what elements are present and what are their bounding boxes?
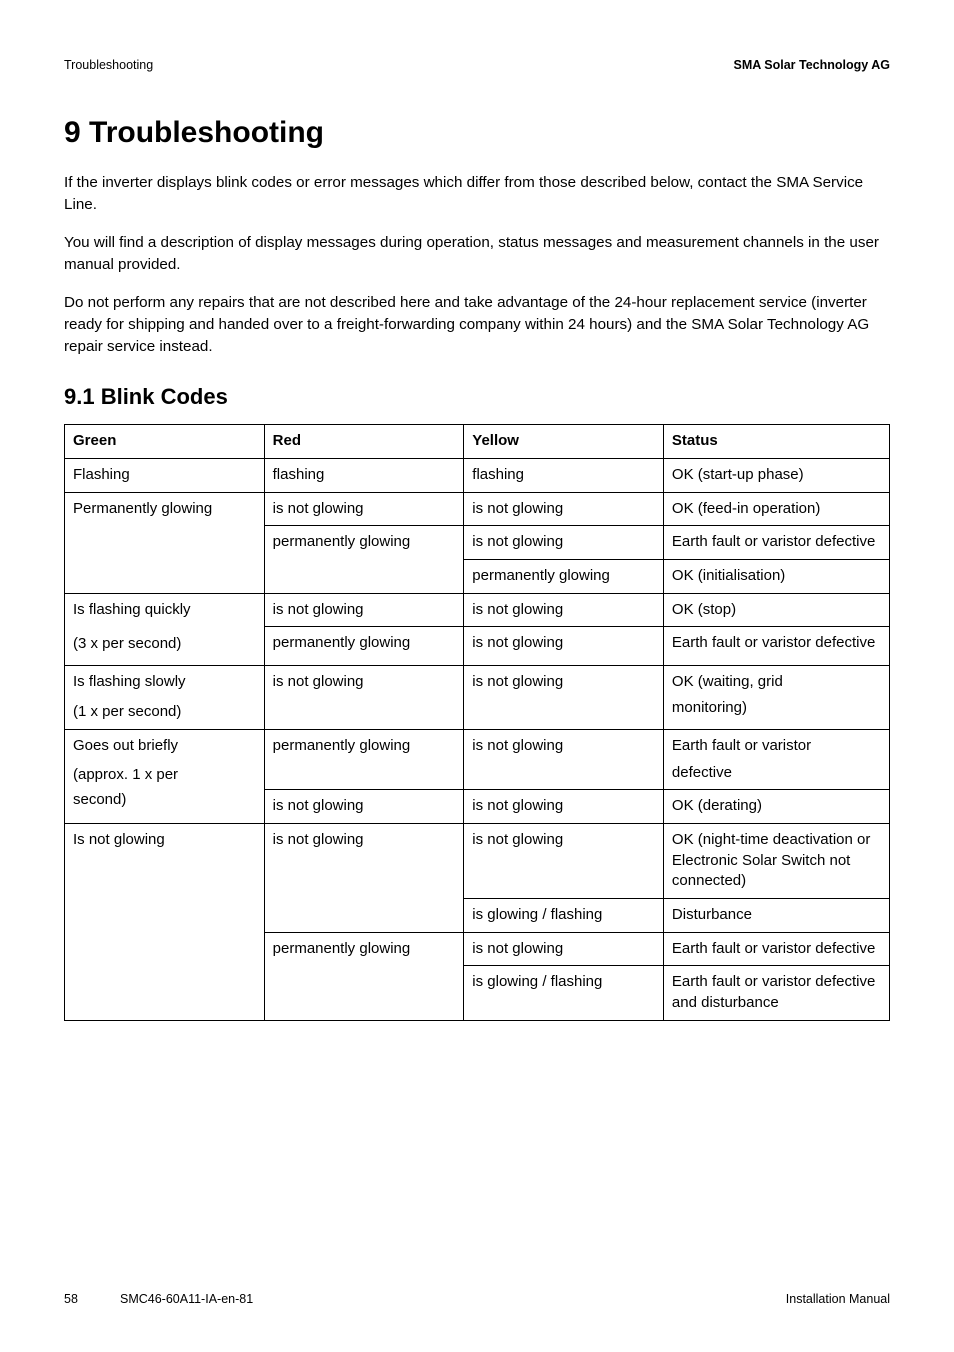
cell: is not glowing: [464, 729, 664, 762]
cell: [264, 698, 464, 729]
table-row: (approx. 1 x per defective: [65, 763, 890, 790]
table-row: Is flashing slowly is not glowing is not…: [65, 665, 890, 698]
cell: Is flashing quickly: [65, 593, 265, 627]
header-right: SMA Solar Technology AG: [734, 58, 891, 72]
cell: monitoring): [663, 698, 889, 729]
cell: [264, 763, 464, 790]
cell: is not glowing: [464, 790, 664, 824]
cell: [65, 526, 265, 560]
cell: is not glowing: [464, 593, 664, 627]
cell: [464, 763, 664, 790]
cell: second): [65, 790, 265, 824]
cell: is not glowing: [264, 665, 464, 698]
cell: [264, 899, 464, 933]
cell: Earth fault or varistor defective: [663, 627, 889, 665]
table-row: is glowing / flashing Earth fault or var…: [65, 966, 890, 1020]
page-number: 58: [64, 1292, 120, 1306]
cell: flashing: [464, 458, 664, 492]
cell: [65, 899, 265, 933]
cell: OK (feed-in operation): [663, 492, 889, 526]
table-row: Is flashing quickly is not glowing is no…: [65, 593, 890, 627]
cell: Earth fault or varistor defective: [663, 526, 889, 560]
page-title: 9 Troubleshooting: [64, 116, 890, 150]
cell: Disturbance: [663, 899, 889, 933]
col-header-yellow: Yellow: [464, 425, 664, 459]
cell: permanently glowing: [264, 729, 464, 762]
cell: OK (waiting, grid: [663, 665, 889, 698]
table-row: second) is not glowing is not glowing OK…: [65, 790, 890, 824]
cell: is not glowing: [264, 790, 464, 824]
cell: permanently glowing: [264, 526, 464, 560]
intro-paragraph-2: You will find a description of display m…: [64, 232, 890, 276]
cell: Earth fault or varistor defective and di…: [663, 966, 889, 1020]
cell: (1 x per second): [65, 698, 265, 729]
cell: is not glowing: [264, 823, 464, 898]
cell: OK (start-up phase): [663, 458, 889, 492]
table-row: Permanently glowing is not glowing is no…: [65, 492, 890, 526]
cell: Permanently glowing: [65, 492, 265, 526]
table-row: permanently glowing OK (initialisation): [65, 559, 890, 593]
page-footer: 58 SMC46-60A11-IA-en-81 Installation Man…: [64, 1292, 890, 1306]
cell: [264, 559, 464, 593]
cell: is not glowing: [464, 823, 664, 898]
cell: [65, 559, 265, 593]
cell: is not glowing: [464, 492, 664, 526]
cell: (approx. 1 x per: [65, 763, 265, 790]
doc-id: SMC46-60A11-IA-en-81: [120, 1292, 786, 1306]
table-row: permanently glowing is not glowing Earth…: [65, 932, 890, 966]
cell: [65, 966, 265, 1020]
cell: permanently glowing: [464, 559, 664, 593]
section-title: 9.1 Blink Codes: [64, 384, 890, 410]
cell: (3 x per second): [65, 627, 265, 665]
table-row: permanently glowing is not glowing Earth…: [65, 526, 890, 560]
cell: Earth fault or varistor defective: [663, 932, 889, 966]
cell: Is flashing slowly: [65, 665, 265, 698]
intro-paragraph-1: If the inverter displays blink codes or …: [64, 172, 890, 216]
table-row: Goes out briefly permanently glowing is …: [65, 729, 890, 762]
col-header-status: Status: [663, 425, 889, 459]
table-row: Is not glowing is not glowing is not glo…: [65, 823, 890, 898]
table-row: (3 x per second) permanently glowing is …: [65, 627, 890, 665]
cell: flashing: [264, 458, 464, 492]
cell: Flashing: [65, 458, 265, 492]
col-header-red: Red: [264, 425, 464, 459]
cell: [264, 966, 464, 1020]
cell: is not glowing: [464, 526, 664, 560]
table-row: Flashing flashing flashing OK (start-up …: [65, 458, 890, 492]
cell: is not glowing: [264, 492, 464, 526]
cell: [464, 698, 664, 729]
cell: OK (derating): [663, 790, 889, 824]
cell: Is not glowing: [65, 823, 265, 898]
blink-codes-table: Green Red Yellow Status Flashing flashin…: [64, 424, 890, 1021]
table-row: is glowing / flashing Disturbance: [65, 899, 890, 933]
intro-paragraph-3: Do not perform any repairs that are not …: [64, 292, 890, 358]
cell: is not glowing: [464, 665, 664, 698]
cell: Goes out briefly: [65, 729, 265, 762]
cell: is not glowing: [264, 593, 464, 627]
cell: permanently glowing: [264, 627, 464, 665]
cell: OK (night-time deactivation or Electroni…: [663, 823, 889, 898]
table-row: (1 x per second) monitoring): [65, 698, 890, 729]
cell: is not glowing: [464, 627, 664, 665]
header-left: Troubleshooting: [64, 58, 153, 72]
table-header-row: Green Red Yellow Status: [65, 425, 890, 459]
cell: OK (initialisation): [663, 559, 889, 593]
cell: defective: [663, 763, 889, 790]
cell: is glowing / flashing: [464, 899, 664, 933]
cell: is not glowing: [464, 932, 664, 966]
cell: OK (stop): [663, 593, 889, 627]
cell: permanently glowing: [264, 932, 464, 966]
footer-right: Installation Manual: [786, 1292, 890, 1306]
col-header-green: Green: [65, 425, 265, 459]
cell: Earth fault or varistor: [663, 729, 889, 762]
cell: is glowing / flashing: [464, 966, 664, 1020]
page-header: Troubleshooting SMA Solar Technology AG: [64, 58, 890, 72]
cell: [65, 932, 265, 966]
